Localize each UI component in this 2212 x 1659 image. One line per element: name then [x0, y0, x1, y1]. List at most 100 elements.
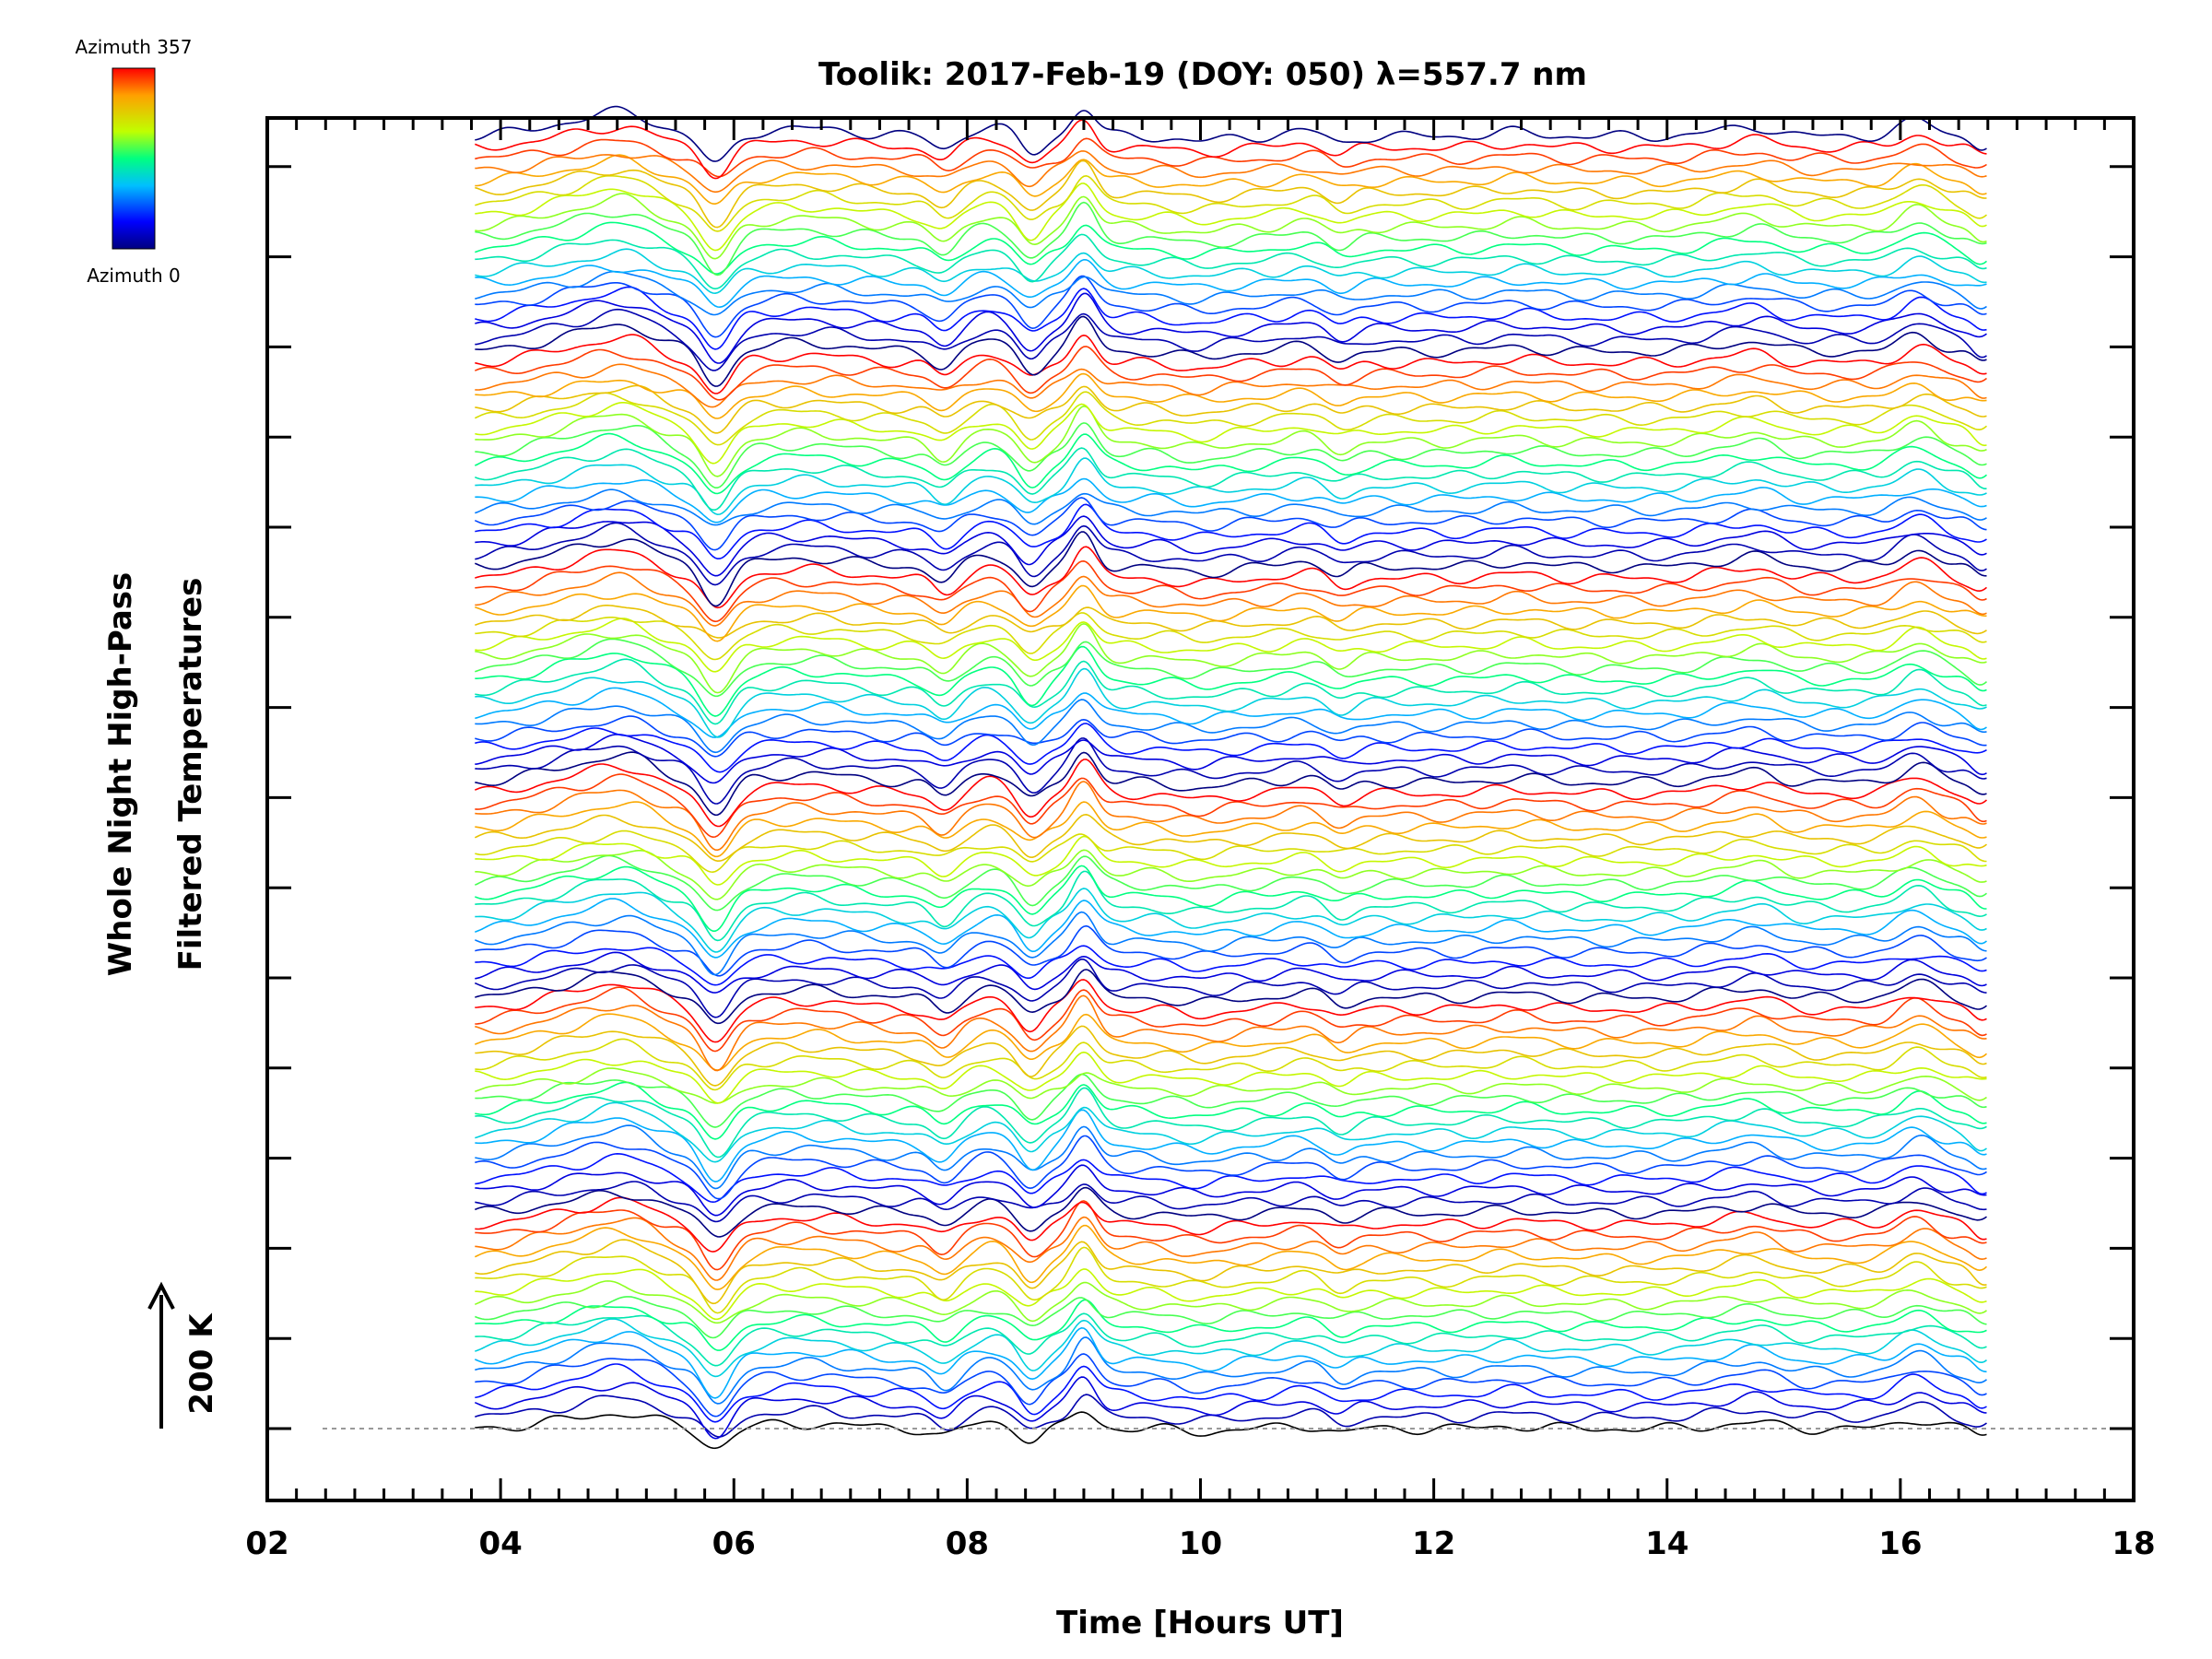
- series-line: [475, 233, 1987, 290]
- series-line: [475, 503, 1987, 560]
- series-line: [475, 447, 1987, 511]
- series-line: [475, 546, 1987, 609]
- series-line: [475, 1025, 1987, 1087]
- series-line: [475, 888, 1987, 953]
- y-axis-ticks: [267, 165, 2134, 1430]
- series-line: [475, 154, 1987, 206]
- series-line: [475, 1299, 1987, 1351]
- series-line: [475, 1164, 1987, 1217]
- series-line: [475, 372, 1987, 419]
- series-line: [475, 488, 1987, 526]
- series-line: [474, 346, 1987, 401]
- series-line: [475, 422, 1987, 488]
- series-line: [475, 924, 1987, 977]
- series-line: [475, 1363, 1987, 1423]
- series-line: [474, 1376, 1987, 1440]
- series-line: [475, 1246, 1987, 1314]
- series-lines: [474, 105, 1988, 1450]
- x-tick-label: 10: [1179, 1525, 1222, 1562]
- series-line: [475, 1081, 1987, 1140]
- series-line: [475, 182, 1987, 252]
- series-line: [475, 258, 1987, 309]
- series-line: [475, 830, 1987, 874]
- series-line: [475, 522, 1987, 586]
- series-line: [475, 969, 1987, 1025]
- colorbar: [112, 67, 156, 250]
- series-line: [475, 781, 1987, 852]
- series-line: [475, 667, 1987, 738]
- scale-bar: 200 K: [147, 1281, 220, 1429]
- series-line: [474, 854, 1987, 912]
- series-line: [475, 1135, 1987, 1200]
- series-line: [474, 958, 1987, 1018]
- series-line: [475, 979, 1987, 1043]
- x-tick-label: 04: [478, 1525, 522, 1562]
- series-line: [475, 1239, 1987, 1305]
- series-line: [474, 1280, 1987, 1324]
- series-line: [475, 1013, 1987, 1071]
- series-line: [475, 1200, 1987, 1271]
- series-line: [475, 737, 1987, 805]
- series-line: [475, 1336, 1987, 1405]
- x-tick-label: 02: [245, 1525, 288, 1562]
- x-tick-label: 06: [712, 1525, 756, 1562]
- colorbar-bottom-label: Azimuth 0: [87, 265, 181, 287]
- series-line: [475, 865, 1987, 932]
- series-line: [474, 813, 1987, 863]
- x-tick-label: 12: [1412, 1525, 1455, 1562]
- series-line: [475, 1101, 1987, 1163]
- series-line: [475, 315, 1987, 387]
- series-line: [475, 1268, 1987, 1321]
- series-line: [475, 751, 1987, 817]
- x-axis-ticks: 02 04 06 08 10 12 14 16 18: [245, 118, 2156, 1562]
- series-line: [475, 612, 1987, 661]
- series-line: [475, 1109, 1987, 1182]
- series-line: [475, 1312, 1987, 1367]
- y-axis-label-line2: Filtered Temperatures: [172, 578, 209, 971]
- series-line: [475, 515, 1987, 577]
- x-tick-label: 16: [1878, 1525, 1922, 1562]
- series-line: [474, 391, 1987, 446]
- series-line: [475, 945, 1987, 986]
- series-line: [475, 1181, 1987, 1223]
- plot-frame: [265, 116, 2136, 1502]
- scale-bar-arrowhead: [147, 1281, 175, 1310]
- series-line: [475, 605, 1987, 639]
- series-line: [474, 432, 1987, 495]
- series-line: [475, 1124, 1987, 1190]
- series-line: [475, 150, 1987, 194]
- series-line: [475, 1296, 1987, 1339]
- series-line: [474, 911, 1987, 976]
- series-line: [475, 248, 1987, 295]
- series-line: [475, 334, 1987, 394]
- series-line: [475, 1353, 1987, 1418]
- series-line: [475, 1318, 1987, 1378]
- series-line: [475, 1051, 1987, 1104]
- series-line: [475, 1073, 1987, 1128]
- series-line: [475, 1196, 1987, 1253]
- series-line: [475, 658, 1987, 725]
- series-line: [475, 622, 1987, 694]
- series-line: [475, 159, 1987, 229]
- series-line: [475, 477, 1987, 524]
- series-line: [475, 618, 1987, 673]
- series-line: [475, 1394, 1987, 1438]
- series-line: [475, 119, 1987, 180]
- series-line: [475, 402, 1987, 465]
- series-line: [475, 801, 1987, 858]
- series-line: [475, 715, 1987, 758]
- series-line: [475, 699, 1987, 754]
- x-tick-label: 18: [2112, 1525, 2155, 1562]
- series-line: [475, 835, 1987, 886]
- series-line: [475, 1186, 1987, 1238]
- y-axis-label-line1: Whole Night High-Pass: [102, 572, 139, 977]
- series-line: [475, 759, 1987, 828]
- colorbar-top-label: Azimuth 357: [76, 36, 193, 58]
- scale-bar-label: 200 K: [183, 1312, 220, 1415]
- series-line: [475, 1087, 1987, 1159]
- x-tick-label: 14: [1645, 1525, 1688, 1562]
- series-line: [475, 773, 1987, 839]
- series-line: [475, 687, 1987, 738]
- series-line: [475, 849, 1987, 900]
